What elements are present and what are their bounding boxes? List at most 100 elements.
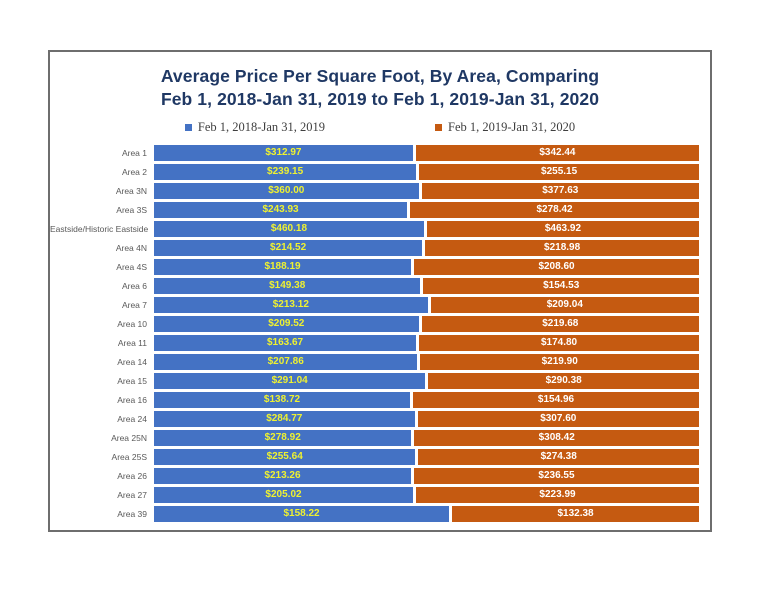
bar-value-period2: $274.38 bbox=[540, 451, 577, 462]
bar-segment-period1: $158.22 bbox=[154, 505, 450, 522]
bar-value-period2: $377.63 bbox=[542, 185, 579, 196]
bar-value-period2: $342.44 bbox=[539, 147, 576, 158]
bar-value-period2: $154.96 bbox=[537, 394, 575, 405]
bar-segment-period1: $312.97 bbox=[154, 144, 413, 161]
table-row: Area 27 $205.02 $223.99 bbox=[50, 485, 710, 504]
table-row: Area 2 $239.15 $255.15 bbox=[50, 162, 710, 181]
bar-segment-period2: $174.80 bbox=[419, 334, 699, 351]
bar-segment-period1: $205.02 bbox=[154, 486, 414, 503]
bar-value-period2: $208.60 bbox=[538, 261, 575, 272]
bar-segment-period2: $223.99 bbox=[416, 486, 699, 503]
bar-segment-period2: $236.55 bbox=[413, 467, 699, 484]
row-label: Area 7 bbox=[121, 299, 147, 310]
bar-track: $243.93 $278.42 bbox=[154, 201, 699, 218]
bar-value-period2: $307.60 bbox=[540, 413, 577, 424]
bar-value-period1: $360.00 bbox=[268, 185, 305, 196]
row-label: Area 25S bbox=[111, 451, 147, 462]
bar-value-period1: $291.04 bbox=[271, 375, 308, 386]
bar-track: $213.26 $236.55 bbox=[154, 467, 699, 484]
bar-segment-period1: $207.86 bbox=[154, 353, 418, 370]
table-row: Area 14 $207.86 $219.90 bbox=[50, 352, 710, 371]
bar-value-period2: $308.42 bbox=[538, 432, 575, 443]
table-row: Area 24 $284.77 $307.60 bbox=[50, 409, 710, 428]
row-label: Area 15 bbox=[117, 375, 147, 386]
bar-rows: Area 1 $312.97 $342.44 Area 2 $239.15 $2… bbox=[50, 143, 710, 523]
table-row: Area 25N $278.92 $308.42 bbox=[50, 428, 710, 447]
bar-value-period1: $207.86 bbox=[267, 356, 304, 367]
row-label: Area 1 bbox=[121, 147, 147, 158]
row-label: Area 6 bbox=[121, 280, 147, 291]
bar-value-period1: $138.72 bbox=[263, 394, 301, 405]
table-row: Area 15 $291.04 $290.38 bbox=[50, 371, 710, 390]
bar-track: $188.19 $208.60 bbox=[154, 258, 699, 275]
table-row: Area 16 $138.72 $154.96 bbox=[50, 390, 710, 409]
table-row: Area 3N $360.00 $377.63 bbox=[50, 181, 710, 200]
bar-value-period1: $213.12 bbox=[272, 299, 309, 310]
bar-track: $278.92 $308.42 bbox=[154, 429, 699, 446]
bar-value-period1: $284.77 bbox=[266, 413, 303, 424]
bar-value-period2: $223.99 bbox=[539, 489, 576, 500]
bar-value-period1: $158.22 bbox=[283, 508, 320, 519]
table-row: Area 11 $163.67 $174.80 bbox=[50, 333, 710, 352]
legend-swatch-period1-icon bbox=[184, 124, 192, 131]
bar-segment-period1: $243.93 bbox=[154, 201, 408, 218]
row-label: Area 4S bbox=[116, 261, 147, 272]
bar-value-period1: $278.92 bbox=[264, 432, 301, 443]
bar-segment-period2: $307.60 bbox=[417, 410, 699, 427]
bar-value-period1: $163.67 bbox=[266, 337, 304, 348]
legend-item-period1: Feb 1, 2018-Jan 31, 2019 bbox=[184, 120, 325, 135]
bar-segment-period1: $138.72 bbox=[154, 391, 411, 408]
chart-title: Average Price Per Square Foot, By Area, … bbox=[50, 65, 710, 111]
bar-track: $207.86 $219.90 bbox=[154, 353, 699, 370]
bar-track: $255.64 $274.38 bbox=[154, 448, 699, 465]
row-label: Area 4N bbox=[115, 242, 147, 253]
bar-value-period1: $239.15 bbox=[267, 166, 304, 177]
bar-segment-period1: $460.18 bbox=[154, 220, 424, 237]
table-row: Area 7 $213.12 $209.04 bbox=[50, 295, 710, 314]
bar-track: $158.22 $132.38 bbox=[154, 505, 699, 522]
legend: Feb 1, 2018-Jan 31, 2019 Feb 1, 2019-Jan… bbox=[50, 120, 710, 135]
bar-value-period1: $460.18 bbox=[270, 223, 308, 234]
table-row: Eastside/Historic Eastside $460.18 $463.… bbox=[50, 219, 710, 238]
bar-value-period2: $132.38 bbox=[557, 508, 594, 519]
bar-segment-period2: $274.38 bbox=[418, 448, 699, 465]
legend-swatch-period2-icon bbox=[435, 124, 442, 131]
bar-segment-period2: $219.68 bbox=[421, 315, 699, 332]
bar-segment-period2: $208.60 bbox=[414, 258, 699, 275]
row-label: Eastside/Historic Eastside bbox=[50, 223, 149, 234]
bar-segment-period2: $290.38 bbox=[428, 372, 699, 389]
table-row: Area 39 $158.22 $132.38 bbox=[50, 504, 710, 523]
bar-value-period2: $463.92 bbox=[544, 223, 582, 234]
bar-segment-period2: $308.42 bbox=[414, 429, 699, 446]
bar-value-period1: $255.64 bbox=[266, 451, 303, 462]
bar-segment-period1: $188.19 bbox=[154, 258, 412, 275]
table-row: Area 6 $149.38 $154.53 bbox=[50, 276, 710, 295]
bar-value-period2: $218.98 bbox=[544, 242, 581, 253]
chart-title-line1: Average Price Per Square Foot, By Area, … bbox=[160, 66, 600, 86]
bar-value-period1: $149.38 bbox=[269, 280, 306, 291]
bar-value-period2: $209.04 bbox=[546, 299, 583, 310]
row-label: Area 26 bbox=[117, 470, 147, 481]
row-label: Area 11 bbox=[117, 337, 147, 348]
bar-track: $138.72 $154.96 bbox=[154, 391, 699, 408]
bar-value-period2: $290.38 bbox=[545, 375, 582, 386]
bar-track: $312.97 $342.44 bbox=[154, 144, 699, 161]
bar-value-period2: $278.42 bbox=[536, 204, 573, 215]
bar-track: $360.00 $377.63 bbox=[154, 182, 699, 199]
table-row: Area 1 $312.97 $342.44 bbox=[50, 143, 710, 162]
bar-segment-period2: $154.96 bbox=[413, 391, 699, 408]
bar-segment-period1: $278.92 bbox=[154, 429, 412, 446]
bar-segment-period1: $209.52 bbox=[154, 315, 419, 332]
bar-segment-period1: $360.00 bbox=[154, 182, 419, 199]
bar-segment-period1: $214.52 bbox=[154, 239, 423, 256]
bar-segment-period1: $284.77 bbox=[154, 410, 415, 427]
legend-label-period1: Feb 1, 2018-Jan 31, 2019 bbox=[197, 120, 325, 134]
table-row: Area 4S $188.19 $208.60 bbox=[50, 257, 710, 276]
bar-track: $209.52 $219.68 bbox=[154, 315, 699, 332]
bar-value-period1: $188.19 bbox=[264, 261, 301, 272]
row-label: Area 39 bbox=[117, 508, 147, 519]
bar-track: $284.77 $307.60 bbox=[154, 410, 699, 427]
bar-segment-period1: $255.64 bbox=[154, 448, 416, 465]
bar-value-period2: $255.15 bbox=[541, 166, 578, 177]
